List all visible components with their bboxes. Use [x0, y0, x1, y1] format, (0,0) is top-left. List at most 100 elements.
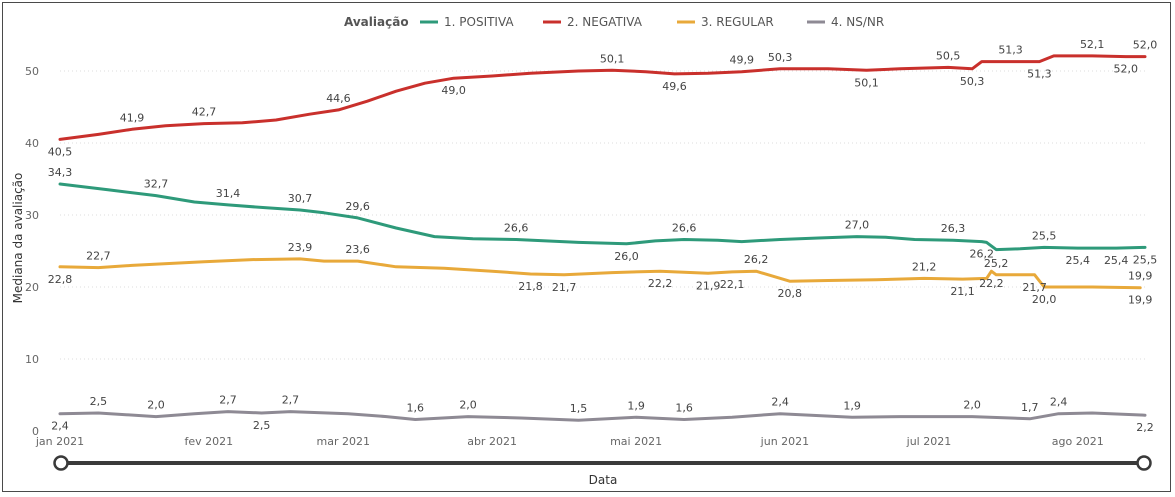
data-label: 25,2 — [984, 257, 1009, 270]
legend-item[interactable]: 3. REGULAR — [677, 15, 774, 29]
x-tick-label: mar 2021 — [317, 435, 370, 448]
data-label: 26,6 — [504, 221, 529, 234]
data-label: 44,6 — [326, 92, 351, 105]
x-tick-label: abr 2021 — [467, 435, 517, 448]
data-label: 34,3 — [48, 166, 73, 179]
data-label: 50,5 — [936, 49, 961, 62]
data-label: 52,1 — [1080, 38, 1105, 51]
data-label: 23,6 — [345, 243, 370, 256]
series-line[interactable] — [58, 182, 1147, 252]
data-label: 21,8 — [518, 280, 543, 293]
date-range-slider[interactable] — [53, 455, 1152, 471]
legend-item[interactable]: 1. POSITIVA — [420, 15, 514, 29]
series-line[interactable] — [58, 410, 1147, 422]
data-label: 50,1 — [854, 76, 879, 89]
data-label: 2,2 — [1136, 421, 1154, 434]
data-label: 1,9 — [627, 399, 645, 412]
grid — [60, 70, 1145, 360]
data-label: 50,3 — [768, 51, 793, 64]
data-label: 49,6 — [662, 80, 687, 93]
data-label: 31,4 — [216, 187, 241, 200]
data-label: 20,8 — [777, 287, 802, 300]
legend-label: 3. REGULAR — [701, 15, 774, 29]
data-label: 22,7 — [86, 250, 111, 263]
y-tick-label: 20 — [25, 281, 39, 294]
x-tick-label: fev 2021 — [185, 435, 234, 448]
legend-label: 2. NEGATIVA — [567, 15, 643, 29]
data-label: 21,1 — [950, 285, 975, 298]
data-label: 25,4 — [1066, 254, 1091, 267]
data-label: 22,2 — [979, 277, 1004, 290]
slider-start-handle[interactable] — [53, 455, 69, 471]
y-tick-label: 50 — [25, 65, 39, 78]
y-axis-ticks: 0 10 20 30 40 50 — [25, 65, 39, 438]
y-tick-label: 30 — [25, 209, 39, 222]
data-label: 42,7 — [192, 106, 217, 119]
data-label: 22,1 — [720, 278, 745, 291]
data-label: 51,3 — [1027, 68, 1052, 81]
data-label: 2,7 — [219, 394, 237, 407]
data-label: 2,7 — [282, 394, 300, 407]
legend: Avaliação 1. POSITIVA 2. NEGATIVA 3. REGULA… — [344, 15, 884, 29]
data-label: 26,2 — [744, 253, 769, 266]
x-tick-label: ago 2021 — [1052, 435, 1104, 448]
data-label: 25,5 — [1133, 253, 1158, 266]
data-label: 19,9 — [1128, 270, 1153, 283]
y-tick-label: 10 — [25, 353, 39, 366]
data-label: 2,0 — [963, 399, 981, 412]
data-label: 49,0 — [441, 84, 466, 97]
series-lines — [58, 54, 1147, 422]
legend-item[interactable]: 4. NS/NR — [807, 15, 884, 29]
legend-label: 1. POSITIVA — [444, 15, 514, 29]
data-label: 26,3 — [941, 222, 966, 235]
data-label: 2,5 — [90, 395, 108, 408]
data-label: 21,7 — [552, 281, 577, 294]
data-label: 1,6 — [675, 401, 693, 414]
data-label: 41,9 — [120, 111, 145, 124]
data-label: 21,2 — [912, 260, 937, 273]
data-label: 23,9 — [288, 241, 313, 254]
data-label: 21,9 — [696, 279, 721, 292]
y-axis-title: Mediana da avaliação — [11, 173, 25, 304]
data-label: 25,5 — [1032, 229, 1057, 242]
data-label: 2,4 — [771, 396, 789, 409]
data-label: 52,0 — [1114, 63, 1139, 76]
data-label: 26,6 — [672, 221, 697, 234]
series-line[interactable] — [58, 54, 1147, 141]
data-label: 1,5 — [570, 402, 588, 415]
data-label: 21,7 — [1022, 281, 1047, 294]
series-line[interactable] — [58, 257, 1142, 290]
legend-title: Avaliação — [344, 15, 409, 29]
data-label: 40,5 — [48, 145, 73, 158]
data-label: 22,8 — [48, 273, 73, 286]
x-tick-label: jun 2021 — [760, 435, 810, 448]
x-tick-label: jul 2021 — [906, 435, 952, 448]
slider-end-handle[interactable] — [1136, 455, 1152, 471]
data-label: 49,9 — [729, 54, 754, 67]
data-label: 1,9 — [843, 399, 861, 412]
y-tick-label: 40 — [25, 137, 39, 150]
data-label: 26,2 — [970, 248, 995, 261]
data-label: 1,6 — [407, 401, 425, 414]
x-tick-label: jan 2021 — [35, 435, 84, 448]
data-label: 19,9 — [1128, 294, 1153, 307]
data-label: 29,6 — [345, 200, 370, 213]
data-label: 50,1 — [600, 52, 625, 65]
data-label: 30,7 — [288, 192, 313, 205]
data-label: 50,3 — [960, 75, 985, 88]
data-label: 25,4 — [1104, 254, 1129, 267]
x-tick-label: mai 2021 — [610, 435, 662, 448]
y-tick-label: 0 — [32, 425, 39, 438]
data-label: 26,0 — [614, 250, 639, 263]
data-label: 2,0 — [147, 399, 165, 412]
data-label: 27,0 — [845, 219, 870, 232]
x-axis-ticks: jan 2021 fev 2021 mar 2021 abr 2021 mai 2021… — [35, 435, 1104, 448]
data-label: 22,2 — [648, 277, 673, 290]
data-label: 2,5 — [253, 419, 271, 432]
data-labels: 34,3 32,7 31,4 30,7 29,6 26,6 26,0 26,6 27,0 26,3… — [48, 38, 1158, 434]
data-label: 2,0 — [459, 399, 477, 412]
data-label: 51,3 — [998, 44, 1023, 57]
data-label: 1,7 — [1021, 401, 1039, 414]
legend-item[interactable]: 2. NEGATIVA — [543, 15, 643, 29]
